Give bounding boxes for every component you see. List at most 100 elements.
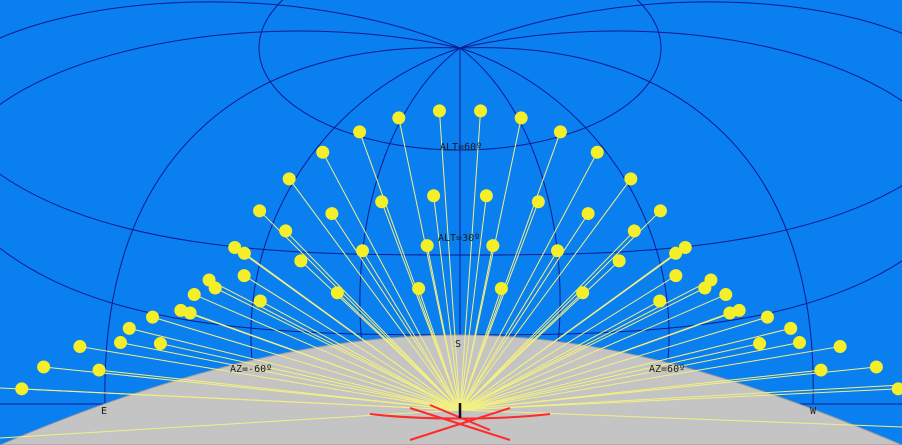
sun-ray [160, 343, 461, 411]
sun-ray [288, 178, 461, 411]
sun-ray [381, 201, 461, 411]
sun-position [669, 269, 683, 283]
sun-ray [152, 316, 461, 411]
sun-position [294, 254, 308, 268]
sun-ray [336, 292, 461, 411]
sun-position [37, 360, 51, 374]
sun-ray [459, 300, 660, 411]
sun-position [353, 125, 367, 139]
sun-ray [459, 288, 502, 411]
sun-position [531, 195, 545, 209]
sun-position [581, 207, 595, 221]
sun-ray [244, 252, 461, 411]
sun-positions [15, 104, 902, 396]
sun-ray [459, 245, 494, 411]
azimuth-meridian-10 [0, 30, 461, 106]
sun-ray [194, 294, 461, 411]
label-az-east: AZ=-60º [230, 364, 272, 375]
azimuth-meridian-3 [104, 47, 461, 405]
sun-position [792, 336, 806, 350]
azimuth-meridian-6 [459, 47, 670, 361]
sun-ray-horizon-1 [0, 387, 461, 411]
sun-position [678, 240, 692, 254]
observer-marker [369, 403, 551, 441]
sun-ray [459, 366, 877, 411]
sun-ray [259, 210, 461, 411]
sun-position [73, 340, 87, 354]
sun-position [494, 282, 508, 296]
sun-ray [120, 342, 461, 411]
sun-ray [285, 230, 461, 411]
sun-ray-horizon-4 [459, 409, 902, 428]
sun-ray [426, 245, 461, 411]
sun-position [753, 337, 767, 351]
azimuth-meridian-11 [459, 30, 902, 102]
sun-position [114, 336, 128, 350]
sun-ray [322, 152, 461, 411]
sun-position [183, 306, 197, 320]
sun-ray [459, 327, 791, 411]
sun-position [833, 340, 847, 354]
sun-position [704, 273, 718, 287]
sun-position [237, 246, 251, 260]
azimuth-meridian-5 [250, 47, 461, 361]
sun-position [474, 104, 488, 118]
sun-position [719, 288, 733, 302]
label-alt-60: ALT=60º [440, 142, 482, 153]
sun-ray [438, 110, 461, 411]
sun-ray [459, 343, 760, 411]
azimuth-meridian-1 [0, 1, 461, 49]
sun-position [486, 239, 500, 253]
sun-ray [459, 294, 726, 411]
sun-ray [459, 110, 482, 411]
ground-plane [0, 334, 902, 445]
sun-ray [79, 346, 461, 411]
sun-ray [459, 195, 487, 411]
sun-position [420, 239, 434, 253]
sun-position [392, 111, 406, 125]
sun-ray [459, 252, 676, 411]
sun-ray [459, 346, 841, 411]
sun-ray [459, 250, 558, 411]
sun-position [412, 282, 426, 296]
sun-ray [459, 210, 661, 411]
sun-position [202, 273, 216, 287]
label-west: W [810, 406, 817, 417]
sun-ray [459, 279, 712, 411]
sun-position [479, 189, 493, 203]
sun-position [330, 286, 344, 300]
sun-ray [459, 213, 589, 411]
sun-ray [459, 275, 677, 411]
sun-position [669, 246, 683, 260]
sun-ray [208, 279, 461, 411]
sun-position [153, 337, 167, 351]
sun-position [653, 294, 667, 308]
label-south: S [455, 339, 461, 350]
sun-position [432, 104, 446, 118]
azimuth-meridian-2 [459, 1, 902, 49]
sun-ray [459, 230, 635, 411]
sun-position [590, 145, 604, 159]
sun-ray [331, 213, 461, 411]
sun-ray [43, 366, 461, 411]
marker-arm-3 [409, 407, 511, 441]
sun-position [814, 363, 828, 377]
sun-ray [459, 287, 706, 411]
sun-position [253, 204, 267, 218]
label-alt-30: ALT=30º [438, 233, 480, 244]
sun-ray-lines [0, 110, 902, 439]
azimuth-meridian-8 [459, 47, 561, 346]
sun-ray [459, 342, 800, 411]
sun-ray-horizon-3 [459, 384, 902, 411]
sun-ray [459, 388, 899, 411]
azimuth-meridian-4 [459, 47, 814, 405]
sun-ray [459, 312, 731, 411]
sun-position [576, 286, 590, 300]
sun-position [316, 145, 330, 159]
sun-position [187, 288, 201, 302]
sun-ray [243, 275, 461, 411]
sun-position [279, 224, 293, 238]
azimuth-meridian-7 [359, 47, 461, 346]
sun-ray [459, 292, 584, 411]
